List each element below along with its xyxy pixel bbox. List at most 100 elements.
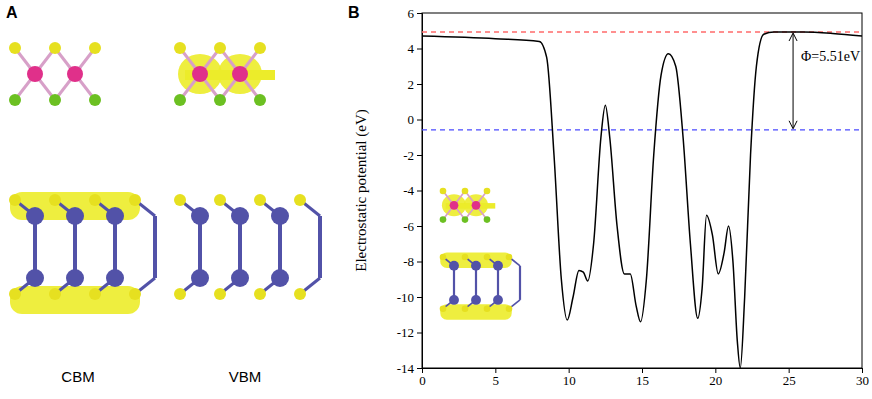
atom [271,269,289,287]
phi-arrow [789,33,797,129]
atom [294,288,306,300]
atom [89,194,101,206]
x-tick: 5 [493,368,500,388]
bond [475,266,477,300]
atom [214,42,226,54]
annotation: CBM [61,368,94,385]
atom [129,194,141,206]
y-axis: -14-12-10-8-6-4-20246 [397,6,423,376]
y-tick-label: -8 [403,254,414,269]
atom [440,305,447,312]
y-tick-mark [417,84,422,85]
isosurface [10,286,140,314]
y-tick: -14 [397,361,422,376]
bond [73,216,77,278]
y-tick: -8 [403,254,422,269]
y-tick: -4 [403,183,422,198]
figure: ABCBMVBM051015202530-14-12-10-8-6-4-2024… [0,0,872,399]
atom [254,288,266,300]
y-tick: 4 [408,41,423,56]
x-tick-label: 30 [856,373,869,388]
annotation: A [6,4,18,21]
atom [471,295,481,305]
atom [106,269,124,287]
atom [9,288,21,300]
atom [89,42,101,54]
atom [449,261,459,271]
y-tick: 6 [408,6,423,21]
plot-frame [422,13,862,368]
bond [198,216,202,278]
atom [26,269,44,287]
atom [191,269,209,287]
bond [33,216,37,278]
atom [214,288,226,300]
bond [278,216,282,278]
y-tick-label: 6 [408,6,415,21]
atom [66,269,84,287]
y-tick-mark [417,191,422,192]
x-tick: 0 [419,368,426,388]
annotation: Φ=5.51eV [801,49,860,64]
y-tick-mark [417,226,422,227]
y-tick: -12 [397,325,422,340]
atom [49,94,61,106]
atom [271,207,289,225]
atom [174,94,186,106]
atom [440,216,447,223]
annotation: VBM [229,368,262,385]
atom [254,194,266,206]
potential-line [422,32,862,368]
atom [129,288,141,300]
atom [450,201,459,210]
y-tick-label: 0 [408,112,415,127]
y-tick-mark [417,368,422,369]
atom [462,254,469,261]
atom [484,216,491,223]
annotation: B [348,4,360,21]
y-tick-label: -4 [403,183,414,198]
x-tick: 10 [563,368,576,388]
atom [174,42,186,54]
x-tick: 25 [783,368,796,388]
bond [113,216,117,278]
atom [254,94,266,106]
arrow-shaft [793,34,794,128]
x-tick: 20 [709,368,722,388]
atom [449,295,459,305]
atom [471,261,481,271]
x-tick: 30 [856,368,869,388]
panel-a [9,42,320,314]
bond [238,216,242,278]
bond [153,216,157,278]
x-tick-label: 5 [493,373,500,388]
y-tick-mark [417,49,422,50]
atom [191,207,209,225]
y-tick: -10 [397,290,422,305]
inset-structure [440,188,520,320]
y-tick-label: -10 [397,290,414,305]
atom [231,207,249,225]
atom [174,194,186,206]
bond [497,266,499,300]
y-axis-title: Electrostatic potential (eV) [353,109,370,271]
atom [27,66,43,82]
y-tick: 2 [408,77,423,92]
atom [89,94,101,106]
atom [440,188,447,195]
atom [89,288,101,300]
atom [232,66,248,82]
bond [453,266,455,300]
atom [49,42,61,54]
atom [440,254,447,261]
atom [294,194,306,206]
x-tick-label: 10 [563,373,576,388]
y-tick-mark [417,155,422,156]
x-tick-label: 25 [783,373,796,388]
bond [318,216,322,278]
y-tick-label: 2 [408,77,415,92]
y-tick-mark [417,262,422,263]
y-tick: -2 [403,148,422,163]
atom [66,207,84,225]
atom [214,94,226,106]
